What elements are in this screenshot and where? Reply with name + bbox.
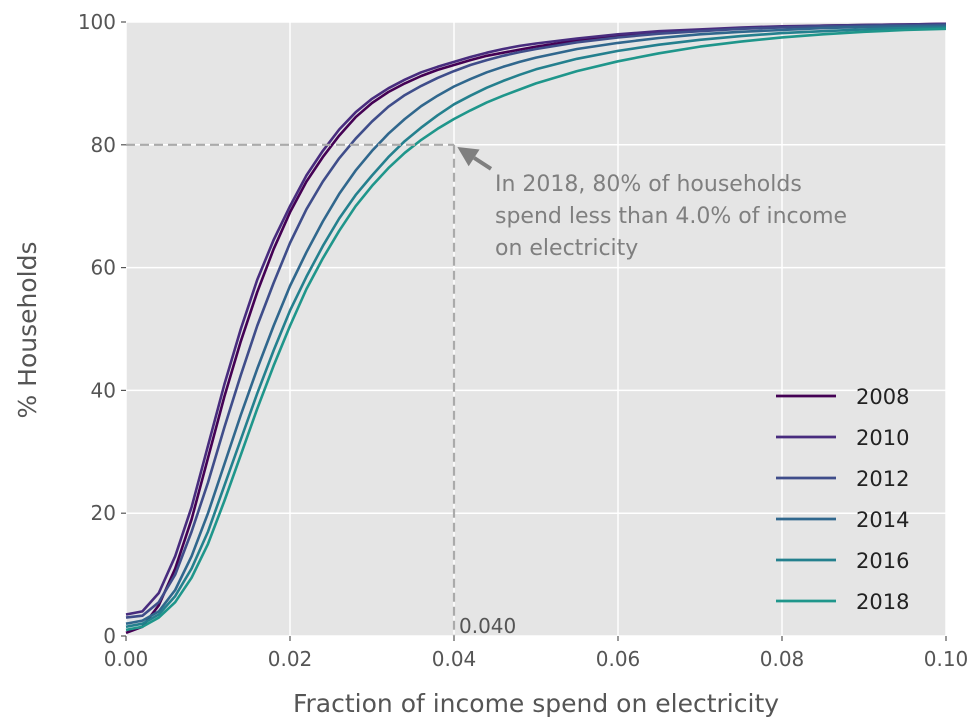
legend-label-2016: 2016 <box>856 549 909 573</box>
x-axis-label: Fraction of income spend on electricity <box>293 689 779 718</box>
gridlines <box>125 21 947 637</box>
y-tick-label: 100 <box>78 10 116 34</box>
x-tick-label: 0.02 <box>268 647 313 671</box>
series-line-2018 <box>125 27 947 632</box>
x-tick-label: 0.04 <box>432 647 477 671</box>
x-tick-label: 0.00 <box>104 647 149 671</box>
y-tick-label: 0 <box>103 624 116 648</box>
annotation-arrow-shaft <box>473 156 493 171</box>
x-tick-label: 0.10 <box>924 647 969 671</box>
y-tick-label: 60 <box>91 256 116 280</box>
series-lines <box>125 22 947 635</box>
series-line-2010 <box>125 22 947 616</box>
annotation: In 2018, 80% of households spend less tha… <box>457 146 847 261</box>
legend-label-2018: 2018 <box>856 590 909 614</box>
series-line-2016 <box>125 26 947 629</box>
y-tick-label: 40 <box>91 378 116 402</box>
series-line-2014 <box>125 24 947 625</box>
legend-label-2010: 2010 <box>856 426 909 450</box>
annotation-text-line: spend less than 4.0% of income <box>495 204 847 229</box>
annotation-text-line: on electricity <box>495 236 638 261</box>
reference-lines: 0.040 <box>126 143 516 638</box>
annotation-text-line: In 2018, 80% of households <box>495 172 802 197</box>
axis-ticks: 0.00 0.02 0.04 0.06 0.08 0.10 0 20 40 60 80 100 <box>78 10 968 671</box>
series-line-2012 <box>125 23 947 619</box>
plot-area <box>126 22 946 636</box>
y-axis-label: % Households <box>13 241 42 418</box>
reference-x-label: 0.040 <box>459 614 516 638</box>
legend-label-2014: 2014 <box>856 508 909 532</box>
y-tick-label: 20 <box>91 501 116 525</box>
y-tick-label: 80 <box>91 133 116 157</box>
annotation-arrow-head <box>457 146 480 167</box>
legend: 2008 2010 2012 2014 2016 2018 <box>776 385 909 614</box>
legend-label-2012: 2012 <box>856 467 909 491</box>
plot-background <box>126 22 946 636</box>
x-tick-label: 0.08 <box>760 647 805 671</box>
x-tick-label: 0.06 <box>596 647 641 671</box>
legend-label-2008: 2008 <box>856 385 909 409</box>
